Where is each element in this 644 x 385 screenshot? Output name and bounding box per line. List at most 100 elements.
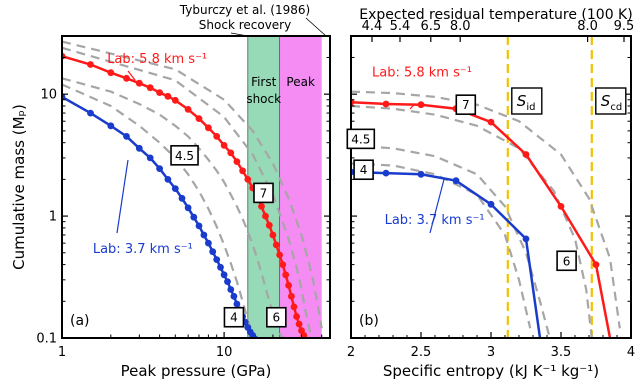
panel-a-blue-leader xyxy=(116,159,129,234)
first-shock-band-label: First xyxy=(251,75,277,89)
panel-b-series-label: Lab: 3.7 km s⁻¹ xyxy=(385,213,485,228)
panel-b-x-axis-label: Specific entropy (kJ K⁻¹ kg⁻¹) xyxy=(383,362,599,380)
panel-a-series-point-blue xyxy=(135,144,143,152)
panel-b-series-point-red xyxy=(487,118,495,126)
panel-a-series-point-red xyxy=(295,320,303,328)
panel-a-series-point-red xyxy=(265,221,273,229)
panel-b-x-tick-label: 2.5 xyxy=(411,345,432,360)
panel-a-curve-label: 4 xyxy=(230,311,238,325)
panel-b-reference-curve-7 xyxy=(351,90,621,329)
panel-a-series-point-red xyxy=(233,158,241,166)
panel-a-series-point-red xyxy=(87,61,94,68)
panel-a-panel-label: (a) xyxy=(70,313,90,329)
panel-b-reference-curve-4 xyxy=(351,162,532,329)
panel-b-x-tick-label: 3.5 xyxy=(551,345,572,360)
panel-a-x-tick-label: 1 xyxy=(58,345,66,360)
panel-a-series-point-red xyxy=(205,124,212,132)
panel-a-series-point-red xyxy=(184,106,192,113)
panel-a-series-point-red xyxy=(285,282,292,289)
vline-label-box-cd xyxy=(595,87,627,115)
panel-a-series-point-red xyxy=(300,332,308,338)
panel-b-panel-label: (b) xyxy=(359,313,379,329)
vline-subscript: id xyxy=(526,102,535,113)
panel-a-curve-label: 6 xyxy=(273,311,281,325)
panel-a-series-point-blue xyxy=(156,165,164,173)
panel-b-curve-label-box xyxy=(353,159,374,181)
panel-a-series-point-red xyxy=(227,149,235,157)
panel-a-series-point-blue xyxy=(224,278,231,285)
vline-label-box-id xyxy=(511,87,543,115)
panel-b-top-tick-label: 4.4 xyxy=(362,19,383,34)
panel-b-x-tick-label: 4 xyxy=(627,345,635,360)
panel-b-top-axis-label: Expected residual temperature (100 K) xyxy=(359,7,632,23)
panel-a-series-point-red xyxy=(272,241,280,249)
panel-a-series-point-red xyxy=(135,79,143,87)
panel-b-series-point-red xyxy=(557,203,565,210)
panel-a-reference-curve-4.5 xyxy=(62,77,284,338)
panel-a-series-point-blue xyxy=(205,239,212,247)
panel-a-y-tick-label: 10 xyxy=(40,88,57,103)
panel-b-series-point-red xyxy=(382,100,390,108)
panel-b-curve-label-box xyxy=(556,250,577,272)
panel-a-y-tick-label: 1 xyxy=(49,210,57,225)
panel-b-top-tick-label: 5.4 xyxy=(390,19,411,34)
panel-a-series-point-blue xyxy=(178,194,186,202)
panel-a-curve-label-box xyxy=(170,145,199,166)
vline-label-cd: Scd xyxy=(601,92,622,113)
panel-a-curve-label-box xyxy=(223,306,245,328)
panel-a-series-point-red xyxy=(293,313,300,320)
panel-a-axes-frame xyxy=(61,35,331,339)
panel-a-series-point-red xyxy=(239,167,247,175)
panel-a-series-point-red xyxy=(146,84,154,92)
panel-a-series-point-blue xyxy=(249,332,257,338)
panel-b-top-tick-label: 6.5 xyxy=(420,19,441,34)
panel-b-reference-curve-4.5 xyxy=(351,144,551,338)
panel-a-series-point-blue xyxy=(190,213,198,221)
panel-a-y-tick-label: 0.1 xyxy=(36,332,57,347)
panel-b-reference-curve-6 xyxy=(351,104,593,338)
panel-a-series-point-red xyxy=(156,89,164,96)
panel-b-data-area xyxy=(351,36,621,338)
panel-a-series-point-red xyxy=(288,292,295,300)
panel-a-series-point-blue xyxy=(227,286,235,293)
panel-a-x-axis-label: Peak pressure (GPa) xyxy=(121,362,272,380)
panel-b-top-tick-label: 9.5 xyxy=(614,19,635,34)
panel-b-series-point-red xyxy=(522,151,530,158)
panel-a-series-label: Lab: 3.7 km s⁻¹ xyxy=(93,242,193,257)
panel-b-top-tick-label: 8.0 xyxy=(577,19,598,34)
panel-a-series-point-red xyxy=(290,303,298,311)
panel-b-series-point-blue xyxy=(382,169,390,177)
panel-a-series-point-blue xyxy=(200,231,208,239)
panel-a-series-point-blue xyxy=(209,248,217,256)
panel-b-x-tick-label: 3 xyxy=(487,345,495,360)
panel-b-series-point-red xyxy=(417,101,425,109)
panel-a-series-point-blue xyxy=(171,185,179,193)
vline-subscript: cd xyxy=(610,102,622,113)
panel-a-series-point-red xyxy=(171,96,179,104)
panel-a-series-point-red xyxy=(195,115,203,122)
panel-a-series-point-red xyxy=(123,74,130,82)
panel-a-reference-curve-6 xyxy=(62,46,312,334)
reference-citation: Tyburczy et al. (1986) xyxy=(179,3,310,17)
panel-b-top-tick-label: 8.0 xyxy=(450,19,471,34)
panel-a-series-point-red xyxy=(244,176,252,183)
panel-b-plot: 2 2.5 3 3.5 4 Specific entropy (kJ K⁻¹ kg⁻¹) (… xyxy=(346,7,635,380)
panel-b-curve-label: 4.5 xyxy=(351,132,370,146)
vline-symbol: S xyxy=(601,92,611,110)
panel-a-series-point-blue xyxy=(195,222,203,230)
first-shock-band-label: shock xyxy=(246,92,281,106)
panel-a-curve-label: 4.5 xyxy=(175,149,194,163)
panel-a-series-point-blue xyxy=(220,271,228,279)
panel-a-series-point-blue xyxy=(233,300,241,308)
panel-b-x-tick-label: 2 xyxy=(347,345,355,360)
panel-b-curve-label: 7 xyxy=(462,98,470,112)
panel-a-series-point-blue xyxy=(217,263,224,271)
panel-a-curve-label: 7 xyxy=(260,186,268,200)
panel-a-series-point-red xyxy=(220,142,228,149)
reference-method: Shock recovery xyxy=(199,18,291,32)
panel-a-series-point-red xyxy=(164,92,172,100)
panel-a-series-point-red xyxy=(282,271,290,279)
panel-a-series-point-blue xyxy=(164,176,172,183)
reference-leader-line xyxy=(230,32,248,37)
